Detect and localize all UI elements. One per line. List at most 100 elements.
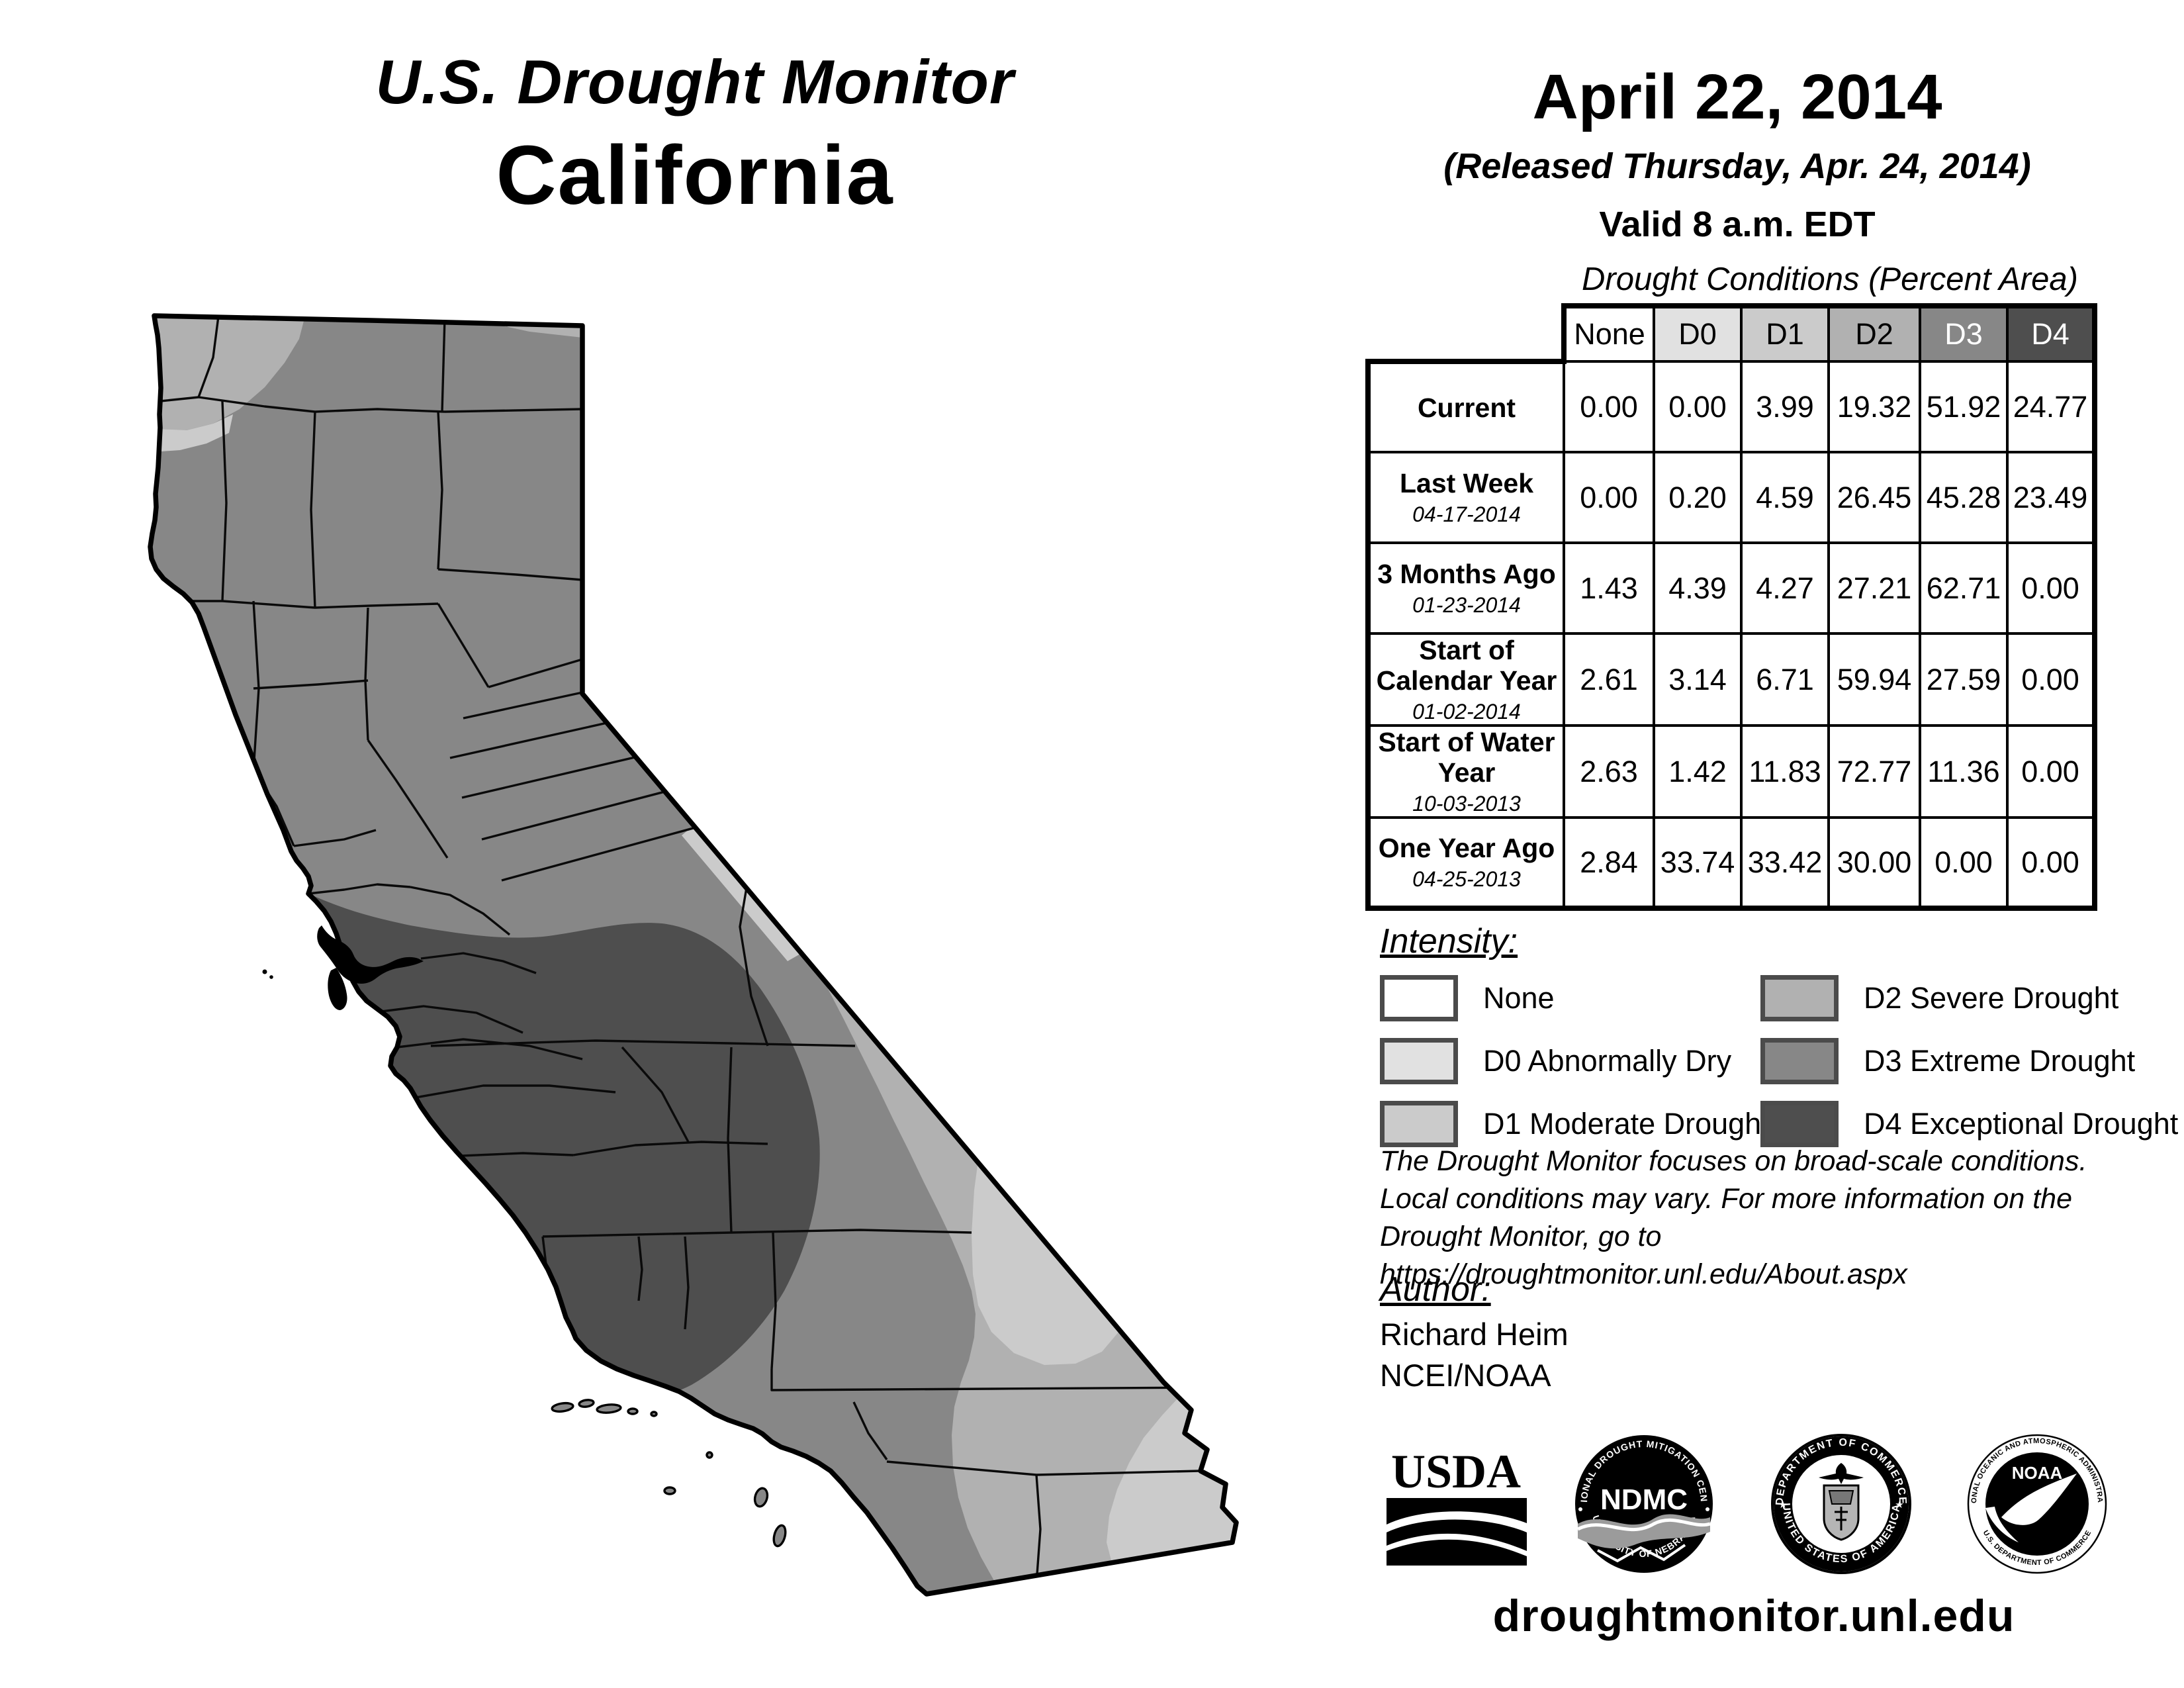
- value-cell: 26.45: [1827, 451, 1921, 544]
- value-cell: 2.84: [1563, 816, 1655, 911]
- legend-swatch-none: [1380, 974, 1458, 1021]
- author-name: Richard Heim: [1380, 1317, 1569, 1352]
- value-cell: 59.94: [1827, 632, 1921, 727]
- noaa-gull: [2001, 1474, 2077, 1525]
- legend-item-d2: D2 Severe Drought: [1760, 966, 2141, 1029]
- report-title: U.S. Drought Monitor California: [318, 46, 1072, 223]
- intensity-legend: None D0 Abnormally Dry D1 Moderate Droug…: [1380, 966, 2178, 1155]
- value-cell: 0.00: [1919, 816, 2009, 911]
- value-cell: 1.43: [1563, 541, 1655, 635]
- value-cell: 33.42: [1740, 816, 1830, 911]
- disclaimer: The Drought Monitor focuses on broad-sca…: [1380, 1143, 2184, 1293]
- author-label: Author:: [1380, 1270, 1491, 1309]
- value-cell: 4.59: [1740, 451, 1830, 544]
- column-header-d0: D0: [1653, 303, 1743, 363]
- disclaimer-line2: Local conditions may vary. For more info…: [1380, 1183, 2073, 1215]
- conditions-tbody: Current 0.00 0.00 3.99 19.32 51.92 24.77 Last W…: [1365, 359, 2097, 911]
- value-cell: 3.99: [1740, 360, 1830, 453]
- san-francisco-bay: [262, 925, 424, 1010]
- column-header-d1: D1: [1740, 303, 1830, 363]
- row-label: Last Week 04-17-2014: [1365, 451, 1565, 544]
- table-title: Drought Conditions (Percent Area): [1582, 261, 2078, 297]
- column-header-none: None: [1561, 303, 1655, 363]
- page-title: California: [496, 128, 894, 222]
- state-outline: [148, 313, 1239, 1597]
- column-header-d4: D4: [2006, 303, 2097, 363]
- legend-label-d4: D4 Exceptional Drought: [1864, 1106, 2179, 1141]
- value-cell: 2.63: [1563, 724, 1655, 819]
- legend-item-d0: D0 Abnormally Dry: [1380, 1029, 1760, 1092]
- legend-swatch-d0: [1380, 1037, 1458, 1084]
- table-corner-cell: [1368, 306, 1564, 361]
- value-cell: 1.42: [1653, 724, 1743, 819]
- value-cell: 0.00: [2006, 724, 2097, 819]
- column-header-d2: D2: [1827, 303, 1921, 363]
- ndmc-wordmark: NDMC: [1600, 1483, 1688, 1516]
- legend-item-d3: D3 Extreme Drought: [1760, 1029, 2141, 1092]
- map-date: April 22, 2014: [1532, 62, 1942, 132]
- row-label: 3 Months Ago 01-23-2014: [1365, 541, 1565, 635]
- drought-d1-tahoe-sliver: [682, 825, 801, 961]
- date-block: April 22, 2014 (Released Thursday, Apr. …: [1370, 61, 2105, 245]
- table-header-row: None D0 D1 D2 D3 D4: [1368, 303, 2097, 363]
- value-cell: 45.28: [1919, 451, 2009, 544]
- row-label: Current: [1365, 359, 1565, 453]
- legend-label-d1: D1 Moderate Drought: [1483, 1106, 1770, 1141]
- value-cell: 0.00: [2006, 632, 2097, 727]
- valid-time: Valid 8 a.m. EDT: [1599, 205, 1876, 244]
- table-row: Last Week 04-17-2014 0.00 0.20 4.59 26.45 45.2…: [1365, 451, 2097, 544]
- value-cell: 0.00: [1563, 360, 1655, 453]
- value-cell: 23.49: [2006, 451, 2097, 544]
- value-cell: 24.77: [2006, 360, 2097, 453]
- value-cell: 0.00: [2006, 816, 2097, 911]
- legend-item-d4: D4 Exceptional Drought: [1760, 1092, 2178, 1155]
- value-cell: 0.00: [2006, 541, 2097, 635]
- row-label: Start of Water Year 10-03-2013: [1365, 724, 1565, 819]
- droughtmonitor-url: droughtmonitor.unl.edu: [1492, 1591, 2015, 1641]
- legend-swatch-d4: [1760, 1100, 1839, 1147]
- value-cell: 0.00: [1653, 360, 1743, 453]
- disclaimer-line3: Drought Monitor, go to https://droughtmo…: [1380, 1221, 1907, 1290]
- noaa-wordmark: NOAA: [2012, 1463, 2063, 1483]
- legend-swatch-d2: [1760, 974, 1839, 1021]
- legend-label-d0: D0 Abnormally Dry: [1483, 1043, 1732, 1078]
- legend-label-d2: D2 Severe Drought: [1864, 980, 2119, 1015]
- drought-d1-northwest-sliver: [156, 414, 233, 451]
- legend-label-d3: D3 Extreme Drought: [1864, 1043, 2136, 1078]
- value-cell: 2.61: [1563, 632, 1655, 727]
- doc-star-right: ★: [1895, 1499, 1903, 1511]
- drought-d1-east-wedge: [913, 1086, 1120, 1365]
- legend-item-none: None: [1380, 966, 1760, 1029]
- column-header-d3: D3: [1919, 303, 2009, 363]
- table-row: 3 Months Ago 01-23-2014 1.43 4.39 4.27 27.21 6…: [1365, 541, 2097, 635]
- table-row: One Year Ago 04-25-2013 2.84 33.74 33.42 30.0…: [1365, 816, 2097, 911]
- value-cell: 30.00: [1827, 816, 1921, 911]
- ndmc-logo: NATIONAL DROUGHT MITIGATION CENTER UNIVE…: [1575, 1435, 1713, 1573]
- value-cell: 0.00: [1563, 451, 1655, 544]
- legend-swatch-d1: [1380, 1100, 1458, 1147]
- department-of-commerce-seal: DEPARTMENT OF COMMERCE UNITED STATES OF …: [1771, 1434, 1911, 1574]
- noaa-logo: NATIONAL OCEANIC AND ATMOSPHERIC ADMINIS…: [1967, 1434, 2107, 1574]
- value-cell: 11.83: [1740, 724, 1830, 819]
- value-cell: 4.39: [1653, 541, 1743, 635]
- report-title-line1: U.S. Drought Monitor: [375, 47, 1015, 117]
- channel-islands: [551, 1399, 787, 1548]
- drought-conditions-table: None D0 D1 D2 D3 D4 Current 0.00 0.00 3.99 1…: [1365, 303, 2097, 911]
- table-row: Start of Calendar Year 01-02-2014 2.61 3.14…: [1365, 632, 2097, 727]
- legend-title: Intensity:: [1380, 922, 1518, 961]
- doc-star-left: ★: [1778, 1499, 1787, 1511]
- row-label: Start of Calendar Year 01-02-2014: [1365, 632, 1565, 727]
- california-drought-map: [148, 313, 1239, 1597]
- county-boundaries: [158, 316, 1215, 1584]
- doc-shield: [1823, 1484, 1860, 1541]
- agency-logos: USDA NATIONAL DROUGHT MITIGATION CENTER …: [1387, 1434, 2107, 1574]
- released-date: (Released Thursday, Apr. 24, 2014): [1443, 146, 2031, 186]
- value-cell: 0.20: [1653, 451, 1743, 544]
- value-cell: 62.71: [1919, 541, 2009, 635]
- doc-eagle: [1819, 1463, 1864, 1484]
- noaa-wave: [1985, 1507, 2019, 1542]
- row-label: One Year Ago 04-25-2013: [1365, 816, 1565, 911]
- table-row: Current 0.00 0.00 3.99 19.32 51.92 24.77: [1365, 359, 2097, 453]
- value-cell: 19.32: [1827, 360, 1921, 453]
- disclaimer-line1: The Drought Monitor focuses on broad-sca…: [1380, 1145, 2087, 1177]
